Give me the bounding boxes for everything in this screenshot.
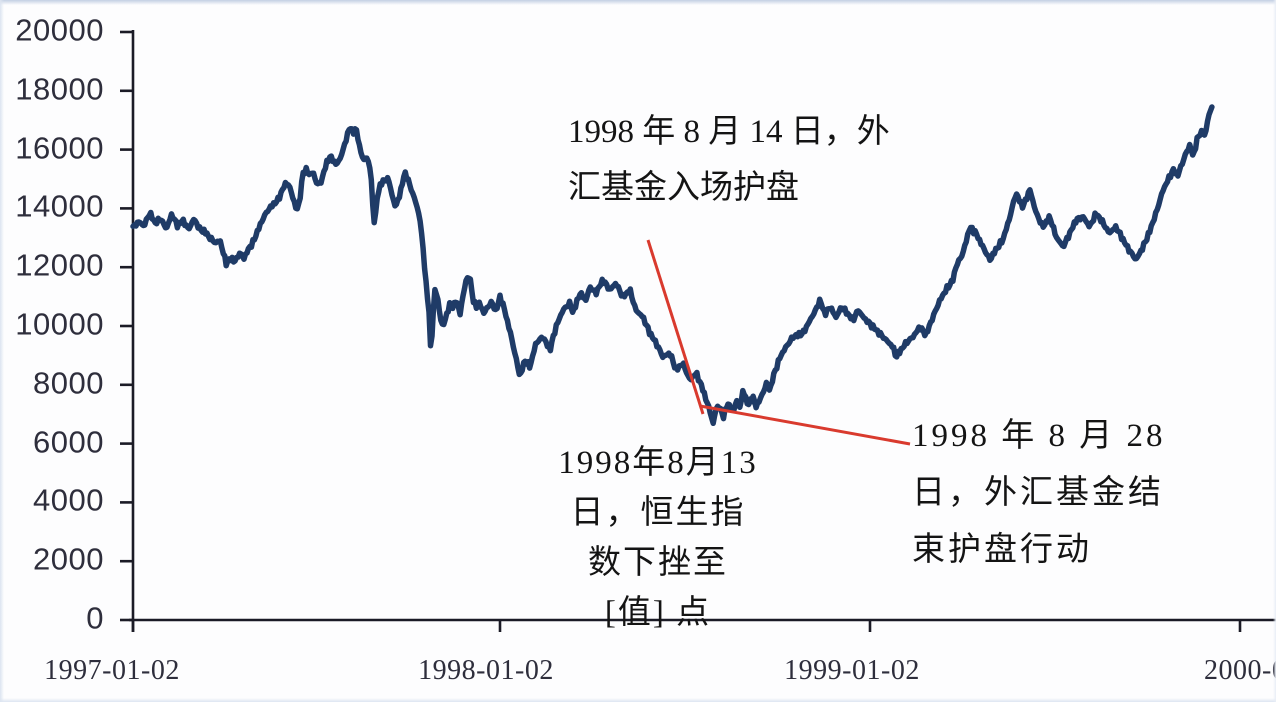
annotation-line: 束护盘行动 xyxy=(912,532,1092,568)
y-axis-tick-label: 20000 xyxy=(15,12,104,48)
annotation-line: 1998 年 8 月 28 xyxy=(912,418,1166,454)
x-axis-tick-label: 1999-01-02 xyxy=(784,655,920,686)
y-axis-tick-label: 8000 xyxy=(33,365,104,401)
y-axis-tick-label: 0 xyxy=(86,600,104,636)
annotation-aug13-index-low: 1998年8月13 日，恒生指 数下挫至 [值] 点 xyxy=(520,438,796,638)
y-axis-tick-label: 18000 xyxy=(15,71,104,107)
annotation-line: 日，恒生指 xyxy=(570,495,746,531)
annotation-callout-lines xyxy=(646,239,911,446)
y-axis-tick-label: 4000 xyxy=(33,482,104,518)
annotation-line: 数下挫至 xyxy=(588,545,728,581)
annotation-line: [值] 点 xyxy=(604,595,712,631)
annotation-aug28-intervention-end: 1998 年 8 月 28 日，外汇基金结 束护盘行动 xyxy=(912,408,1166,579)
annotation-aug14-intervention-start: 1998 年 8 月 14 日，外 汇基金入场护盘 xyxy=(568,104,890,216)
y-axis-tick-label: 2000 xyxy=(33,541,104,577)
x-axis-tick-label: 1997-01-02 xyxy=(44,655,180,686)
y-axis-tick-label: 16000 xyxy=(15,130,104,166)
y-axis-tick-label: 14000 xyxy=(15,188,104,224)
x-axis-tick-label: 1998-01-02 xyxy=(418,655,554,686)
y-axis-tick-label: 10000 xyxy=(15,306,104,342)
annotation-callout-line xyxy=(646,239,705,415)
axes xyxy=(120,30,1276,632)
y-axis-tick-label: 6000 xyxy=(33,424,104,460)
annotation-line: 1998年8月13 xyxy=(558,445,758,481)
x-axis-tick-label: 2000-0 xyxy=(1204,655,1276,686)
annotation-callout-line xyxy=(699,404,911,446)
y-axis-tick-label: 12000 xyxy=(15,247,104,283)
hang-seng-series-line xyxy=(130,104,1215,427)
annotation-line: 日，外汇基金结 xyxy=(912,475,1164,511)
annotation-line: 1998 年 8 月 14 日，外 xyxy=(568,114,890,150)
annotation-line: 汇基金入场护盘 xyxy=(568,170,799,206)
